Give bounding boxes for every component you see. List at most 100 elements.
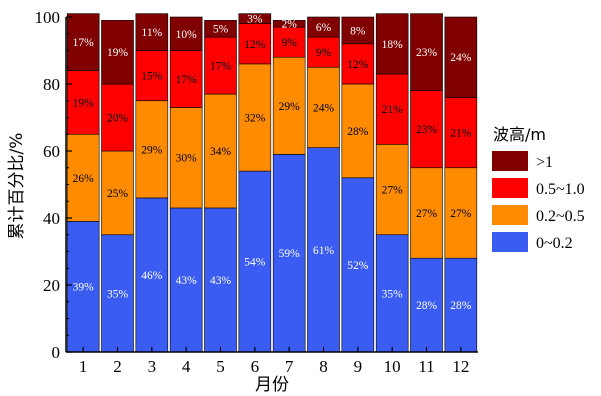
bar-segment-9-series-1 [341, 83, 375, 179]
y-tick-label: 40 [43, 209, 60, 228]
bar-segment-10-series-2 [375, 73, 409, 145]
bar-segment-2-series-0 [101, 234, 134, 353]
bar-value-label: 5% [213, 24, 229, 36]
bar-segment-10-series-1 [375, 144, 409, 236]
legend-label: 0~0.2 [536, 235, 573, 252]
bar-segment-7-series-0 [272, 154, 306, 353]
legend-swatch [492, 178, 528, 198]
bar-value-label: 10% [176, 29, 198, 41]
bar-value-label: 19% [73, 97, 95, 109]
bar-segment-7-series-1 [272, 56, 306, 155]
bar-segment-8-series-1 [307, 66, 340, 148]
bar-value-label: 43% [210, 275, 232, 287]
bar-value-label: 32% [244, 113, 266, 125]
bar-value-label: 39% [73, 282, 95, 294]
bar-segment-4-series-0 [169, 207, 203, 353]
x-tick-label: 4 [182, 357, 191, 376]
bar-value-label: 9% [316, 47, 332, 59]
bar-value-label: 35% [382, 288, 404, 300]
bar-value-label: 15% [141, 71, 163, 83]
x-tick-label: 8 [319, 357, 328, 376]
bar-value-label: 19% [107, 47, 129, 59]
bar-value-label: 9% [281, 37, 297, 49]
bar-segment-9-series-2 [341, 43, 375, 85]
legend-swatch [492, 151, 528, 171]
bar-segment-6-series-2 [238, 23, 272, 65]
bar-value-label: 28% [416, 300, 438, 312]
bar-value-label: 54% [244, 257, 266, 269]
x-tick-label: 1 [79, 357, 88, 376]
bar-value-label: 2% [281, 19, 297, 31]
bar-segment-2-series-3 [101, 20, 134, 85]
y-tick-label: 20 [43, 276, 60, 295]
bar-value-label: 61% [313, 245, 335, 257]
y-tick-label: 0 [52, 343, 61, 362]
bar-segment-3-series-3 [135, 13, 169, 51]
bar-segment-8-series-3 [307, 16, 340, 38]
bar-value-label: 27% [382, 185, 404, 197]
bar-segment-1-series-1 [66, 133, 100, 222]
legend-label: >1 [536, 154, 553, 171]
x-tick-label: 3 [148, 357, 157, 376]
bar-labels-layer: 39% 26% 19% 17% 35% 25% 20% 19% 46% 29% 15% 11% 43% 3… [73, 14, 472, 312]
x-tick-label: 10 [384, 357, 401, 376]
x-tick-label: 11 [418, 357, 434, 376]
bar-segment-12-series-3 [444, 16, 478, 98]
bar-value-label: 6% [316, 22, 332, 34]
x-tick-label: 7 [285, 357, 294, 376]
bar-value-label: 30% [176, 153, 198, 165]
y-tick-label: 100 [35, 8, 61, 27]
bar-value-label: 24% [450, 52, 472, 64]
bar-segment-8-series-0 [307, 147, 340, 353]
bar-value-label: 25% [107, 188, 129, 200]
legend-label: 0.5~1.0 [536, 181, 585, 198]
x-tick-label: 6 [251, 357, 260, 376]
bar-segment-1-series-3 [66, 13, 100, 71]
y-tick-label: 80 [43, 75, 60, 94]
bar-value-label: 52% [347, 260, 369, 272]
bar-segment-5-series-0 [204, 207, 237, 353]
bar-segment-5-series-3 [204, 20, 237, 38]
bar-segment-5-series-2 [204, 36, 237, 95]
legend: 波高/m >1 0.5~1.0 0.2~0.5 0~0.2 [492, 125, 585, 252]
bar-value-label: 46% [141, 270, 163, 282]
bar-segment-2-series-2 [101, 83, 134, 152]
bar-segment-10-series-3 [375, 13, 409, 75]
bar-segment-4-series-3 [169, 16, 203, 51]
bar-value-label: 27% [416, 208, 438, 220]
bar-value-label: 35% [107, 288, 129, 300]
bar-segment-7-series-3 [272, 20, 306, 28]
bar-segment-9-series-0 [341, 177, 375, 353]
bar-segment-5-series-1 [204, 93, 237, 209]
bar-value-label: 29% [141, 144, 163, 156]
bar-segment-3-series-1 [135, 100, 169, 199]
bar-segment-3-series-2 [135, 50, 169, 102]
bar-value-label: 28% [450, 300, 472, 312]
bar-value-label: 23% [416, 124, 438, 136]
bar-value-label: 17% [210, 61, 232, 73]
bar-value-label: 18% [382, 39, 404, 51]
bar-segment-6-series-0 [238, 170, 272, 353]
bar-segment-7-series-2 [272, 26, 306, 58]
bar-value-label: 12% [244, 39, 266, 51]
bar-segment-4-series-2 [169, 50, 203, 108]
legend-title: 波高/m [493, 125, 546, 144]
bar-value-label: 26% [73, 173, 95, 185]
x-tick-label: 2 [113, 357, 122, 376]
x-tick-label: 9 [354, 357, 363, 376]
legend-label: 0.2~0.5 [536, 208, 585, 225]
bar-value-label: 8% [350, 25, 366, 37]
bar-value-label: 17% [176, 74, 198, 86]
bar-value-label: 12% [347, 59, 369, 71]
legend-swatch [492, 232, 528, 252]
x-tick-label: 12 [452, 357, 469, 376]
bar-value-label: 24% [313, 102, 335, 114]
bar-segment-10-series-0 [375, 234, 409, 353]
bar-value-label: 27% [450, 208, 472, 220]
y-tick-label: 60 [43, 142, 60, 161]
x-axis-title: 月份 [255, 375, 289, 395]
bar-value-label: 21% [382, 104, 404, 116]
